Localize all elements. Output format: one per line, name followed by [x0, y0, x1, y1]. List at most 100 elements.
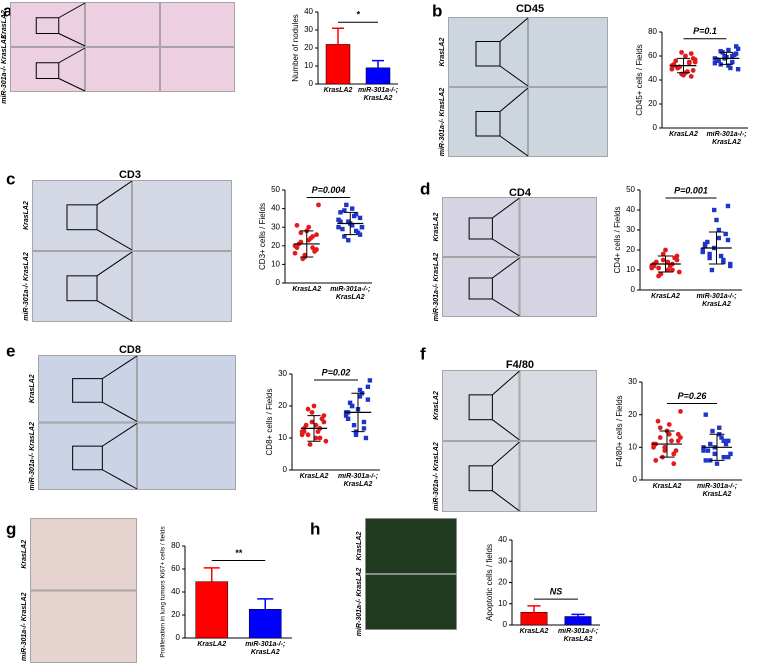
- point: [298, 230, 304, 236]
- point: [669, 66, 675, 72]
- y-axis-label: CD4+ cells / Fields: [613, 207, 622, 274]
- micrograph: [519, 370, 597, 441]
- x-tick-label: miR-301a-/-; KrasLA2: [706, 131, 747, 146]
- point: [357, 394, 363, 399]
- image-title: CD3: [119, 169, 141, 181]
- point: [701, 448, 706, 453]
- y-tick-label: 40: [171, 587, 180, 596]
- zoom-line: [492, 257, 520, 279]
- x-tick-label: KrasLA2: [323, 87, 353, 94]
- point: [363, 435, 369, 441]
- bar: [248, 609, 282, 639]
- zoom-line: [499, 135, 529, 157]
- point: [309, 419, 315, 425]
- y-axis-label: F4/80+ cells / Fields: [615, 395, 624, 466]
- micrograph: [365, 518, 457, 574]
- significance-label: P=0.004: [312, 185, 346, 195]
- image-row-label: KrasLA2: [21, 540, 28, 569]
- point: [700, 249, 705, 255]
- micrograph: [519, 257, 597, 317]
- x-tick-label-box: miR-301a-/-; KrasLA2: [706, 131, 747, 146]
- point: [712, 451, 717, 457]
- sd-bar: [351, 392, 365, 433]
- point: [313, 422, 319, 428]
- point: [725, 203, 731, 209]
- error-bar: [571, 613, 585, 617]
- point: [309, 410, 315, 415]
- x-tick-label: KrasLA2: [652, 483, 682, 490]
- x-tick-label: KrasLA2: [299, 473, 329, 480]
- point: [353, 432, 359, 437]
- point: [316, 202, 321, 208]
- image-title: CD45: [516, 3, 544, 15]
- point: [714, 57, 720, 62]
- y-tick-label: 0: [631, 285, 636, 294]
- point: [673, 58, 679, 64]
- zoom-line: [492, 490, 520, 512]
- point: [728, 261, 733, 267]
- bar: [365, 67, 391, 85]
- y-tick-label: 30: [271, 222, 280, 231]
- point: [721, 438, 726, 443]
- error-bar: [332, 27, 344, 45]
- point: [688, 74, 694, 79]
- point: [294, 245, 300, 251]
- zoom-line: [96, 180, 133, 206]
- point: [666, 431, 672, 437]
- y-tick-label: 40: [498, 535, 507, 544]
- point: [310, 245, 316, 251]
- y-tick-label: 50: [271, 185, 280, 194]
- point: [657, 425, 663, 431]
- point: [712, 207, 717, 213]
- point: [666, 422, 672, 427]
- y-tick-label: 40: [271, 204, 280, 213]
- inset-box: [475, 41, 501, 67]
- point: [733, 44, 739, 49]
- y-tick-label: 0: [176, 633, 181, 642]
- sd-bar: [709, 433, 725, 461]
- point: [657, 435, 663, 440]
- y-tick-label: 0: [309, 79, 314, 88]
- x-tick-label: KrasLA2: [519, 628, 549, 635]
- point: [305, 432, 311, 438]
- sd-bar: [343, 211, 357, 236]
- significance-label: *: [356, 10, 360, 20]
- bar: [564, 616, 592, 626]
- point: [710, 428, 715, 434]
- inset-box: [468, 394, 493, 421]
- significance-label: P=0.02: [322, 367, 351, 377]
- point: [714, 217, 719, 223]
- sd-bar: [307, 415, 321, 442]
- x-tick-label: KrasLA2: [669, 131, 698, 138]
- y-tick-label: 10: [628, 442, 637, 451]
- micrograph: [85, 2, 160, 47]
- point: [723, 231, 728, 237]
- micrograph: [30, 518, 137, 591]
- point: [669, 267, 675, 273]
- point: [717, 425, 722, 430]
- point: [732, 52, 737, 57]
- micrograph: [528, 17, 608, 87]
- point: [721, 454, 726, 460]
- y-axis-label: CD45+ cells / Fields: [635, 44, 644, 115]
- image-row-label: miR-301a-/- KrasLA2: [21, 592, 28, 661]
- y-tick-label: 30: [304, 25, 313, 34]
- zoom-line: [102, 355, 138, 380]
- y-tick-label: 0: [503, 620, 508, 629]
- point: [653, 259, 659, 265]
- significance-label: P=0.26: [678, 391, 708, 401]
- x-tick-label: miR-301a-/-; KrasLA2: [357, 87, 399, 102]
- image-row-label: KrasLA2: [23, 201, 30, 230]
- x-tick-label: KrasLA2: [197, 641, 227, 648]
- point: [728, 451, 733, 457]
- micrograph: [137, 422, 236, 490]
- micrograph: [30, 590, 137, 663]
- zoom-line: [58, 78, 86, 92]
- point: [338, 219, 343, 224]
- point: [679, 50, 684, 55]
- inset-box: [66, 275, 98, 302]
- zoom-line: [492, 197, 520, 219]
- panel-letter: c: [6, 169, 15, 188]
- point: [357, 232, 363, 237]
- sd-bar: [677, 57, 690, 74]
